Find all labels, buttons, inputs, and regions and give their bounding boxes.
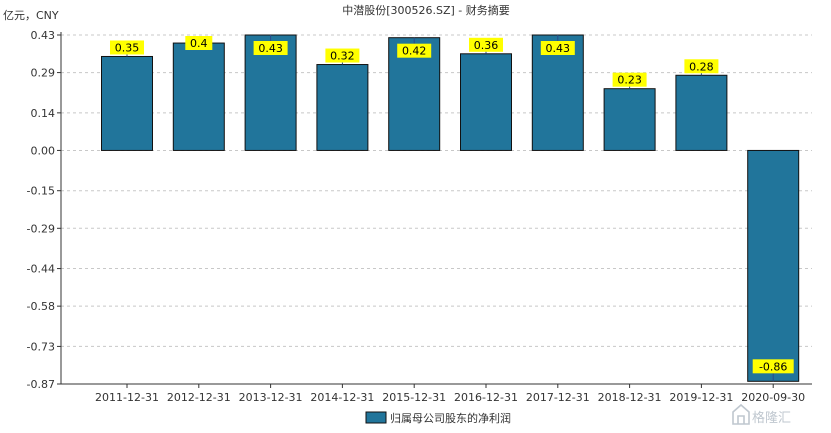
y-tick-label: 0.14 — [31, 107, 56, 120]
x-tick-label: 2013-12-31 — [239, 391, 303, 404]
x-tick-label: 2015-12-31 — [382, 391, 446, 404]
data-label-bg — [612, 72, 647, 87]
data-label-bg — [469, 37, 503, 52]
data-label-bg — [684, 59, 719, 74]
watermark: 格隆汇 — [732, 403, 791, 426]
watermark-text: 格隆汇 — [752, 410, 791, 426]
x-tick-label: 2012-12-31 — [167, 391, 231, 404]
chart-title: 中潜股份[300526.SZ] - 财务摘要 — [342, 3, 510, 17]
data-label: 0.36 — [474, 39, 499, 52]
legend-label: 归属母公司股东的净利润 — [390, 411, 511, 425]
y-tick-label: -0.44 — [27, 263, 55, 276]
data-label-bg — [185, 36, 213, 50]
axes — [60, 32, 812, 385]
y-tick-label: 0.00 — [31, 144, 56, 157]
data-label: 0.35 — [115, 41, 140, 54]
bar — [460, 53, 512, 151]
bar — [316, 64, 369, 151]
data-label-bg — [253, 41, 288, 55]
data-label-bg — [752, 359, 794, 374]
x-tick-label: 2020-09-30 — [741, 391, 805, 404]
data-labels: 0.35 0.4 0.43 0.32 0.42 0.36 0.43 0.23 0.28 -0.86 — [110, 35, 794, 382]
x-tick-label: 2017-12-31 — [526, 391, 590, 404]
x-tick-label: 2014-12-31 — [310, 391, 374, 404]
bars — [101, 34, 800, 382]
data-label: -0.86 — [759, 360, 787, 373]
data-label: 0.43 — [258, 42, 283, 55]
data-label: 0.42 — [402, 45, 427, 58]
x-tick-label: 2018-12-31 — [598, 391, 662, 404]
data-label: 0.32 — [330, 50, 355, 63]
y-tick-labels: 0.43 0.29 0.14 0.00 -0.15 -0.29 -0.44 -0.58 -0.7… — [27, 29, 55, 391]
unit-label: 亿元，CNY — [3, 9, 59, 22]
bar — [603, 88, 656, 151]
y-tick-label: -0.15 — [27, 185, 55, 198]
legend: 归属母公司股东的净利润 — [365, 411, 511, 425]
data-label-bg — [110, 40, 144, 55]
y-tick-label: -0.29 — [27, 222, 55, 235]
y-tick-label: -0.87 — [27, 378, 55, 391]
x-tick-label: 2019-12-31 — [669, 391, 733, 404]
bar — [747, 149, 800, 382]
x-tick-label: 2011-12-31 — [95, 391, 159, 404]
data-label: 0.23 — [617, 74, 642, 87]
x-tick-label: 2016-12-31 — [454, 391, 518, 404]
data-label: 0.4 — [190, 37, 208, 50]
bar — [101, 55, 153, 151]
legend-swatch — [365, 411, 387, 424]
x-tick-labels: 2011-12-31 2012-12-31 2013-12-31 2014-12-31… — [95, 384, 805, 404]
bar — [675, 74, 728, 151]
y-tick-label: -0.73 — [27, 340, 55, 353]
data-label-bg — [540, 41, 575, 55]
y-tick-label: -0.58 — [27, 300, 55, 313]
watermark-logo-icon — [732, 403, 750, 425]
data-label: 0.43 — [546, 42, 571, 55]
data-label-bg — [325, 48, 360, 63]
y-tick-label: 0.43 — [31, 29, 56, 42]
data-label-bg — [397, 43, 432, 58]
y-tick-label: 0.29 — [31, 67, 56, 80]
bar — [172, 42, 225, 151]
data-label: 0.28 — [689, 60, 714, 73]
